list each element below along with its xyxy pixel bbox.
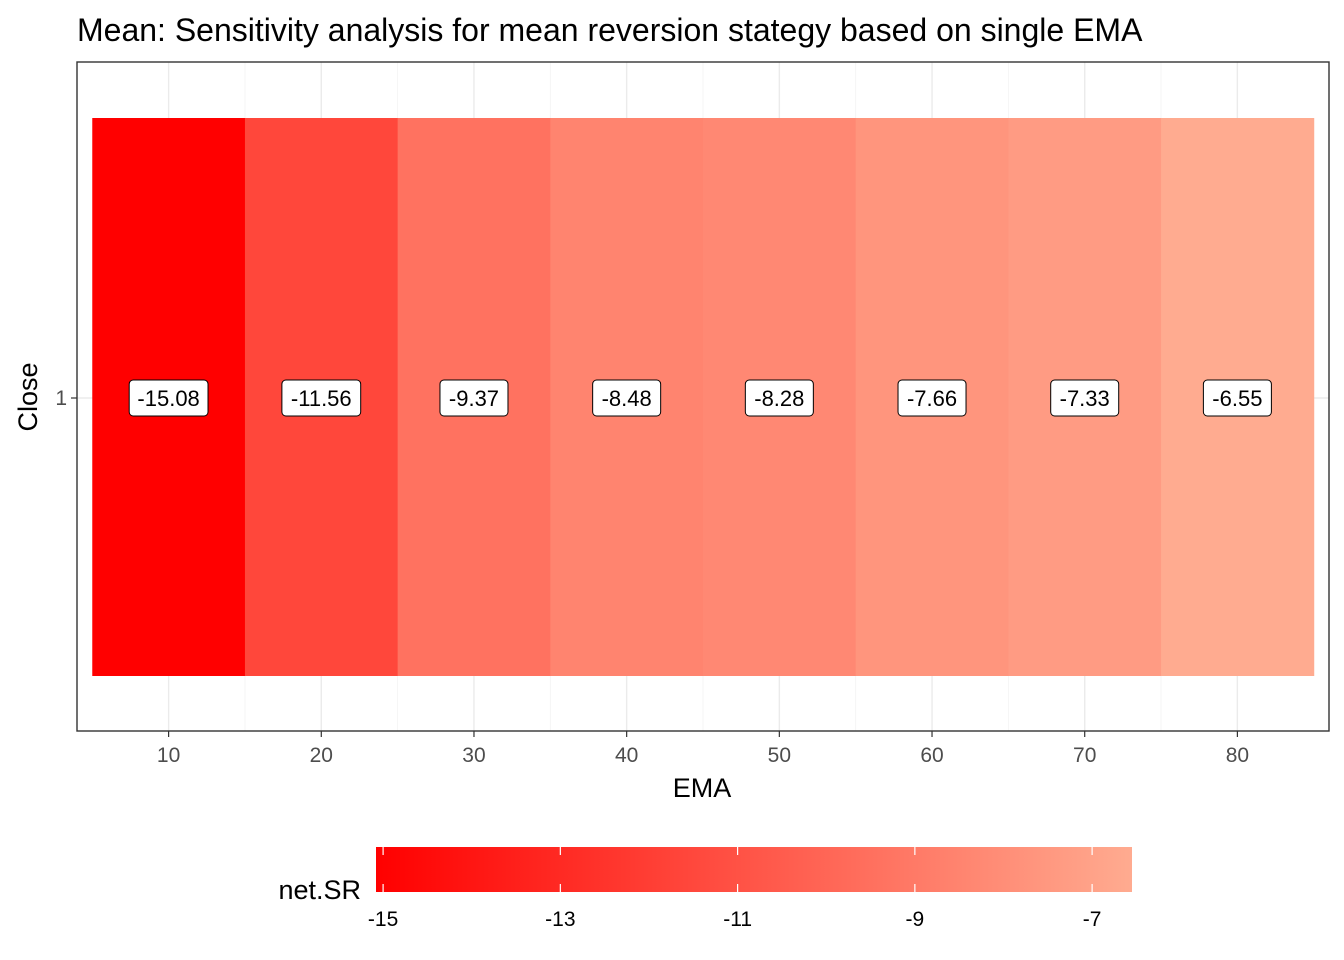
- x-tick-label: 60: [920, 744, 943, 767]
- y-axis-title: Close: [13, 362, 43, 431]
- value-label: -11.56: [291, 386, 352, 411]
- x-tick-label: 30: [462, 744, 485, 767]
- value-label: -15.08: [137, 386, 199, 411]
- value-label-box: [592, 379, 662, 417]
- legend-tick-label: -11: [723, 908, 752, 931]
- legend-tick-label: -7: [1083, 908, 1102, 931]
- value-label: -8.28: [754, 386, 804, 411]
- x-tick-label: 50: [768, 744, 791, 767]
- x-axis-title: EMA: [673, 773, 732, 803]
- plot-panel-border: [76, 61, 1330, 732]
- value-label: -9.37: [449, 386, 499, 411]
- value-label: -8.48: [602, 386, 652, 411]
- legend: net.SR -15 -13 -11 -9 -7: [278, 847, 1132, 931]
- value-label-box: [439, 379, 509, 417]
- x-tick-label: 40: [615, 744, 638, 767]
- legend-colorbar: [376, 847, 1132, 892]
- x-tick-label: 20: [310, 744, 333, 767]
- y-tick-label: 1: [55, 387, 67, 410]
- value-label: -7.33: [1060, 386, 1110, 411]
- y-axis: 1: [55, 387, 77, 410]
- legend-tick-label: -9: [906, 908, 925, 931]
- legend-tick-label: -15: [368, 908, 398, 931]
- legend-tick-label: -13: [545, 908, 575, 931]
- heatmap-tiles: [92, 118, 1315, 676]
- x-axis: 10 20 30 40 50 60 70 80: [157, 731, 1249, 767]
- value-label-box: [897, 379, 967, 417]
- value-label: -7.66: [907, 386, 957, 411]
- legend-title: net.SR: [278, 875, 361, 905]
- value-label-box: [281, 379, 362, 417]
- value-label-box: [744, 379, 814, 417]
- value-labels: -15.08 -11.56 -9.37 -8.48 -8.28 -7.66 -7.33 -6.…: [128, 379, 1272, 417]
- legend-ticks: -15 -13 -11 -9 -7: [368, 847, 1102, 931]
- value-label-box: [1202, 379, 1272, 417]
- value-label-box: [128, 379, 209, 417]
- x-tick-label: 10: [157, 744, 180, 767]
- value-label: -6.55: [1212, 386, 1262, 411]
- x-tick-label: 80: [1226, 744, 1249, 767]
- value-label-box: [1050, 379, 1120, 417]
- x-tick-label: 70: [1073, 744, 1096, 767]
- chart-title: Mean: Sensitivity analysis for mean reve…: [77, 12, 1143, 48]
